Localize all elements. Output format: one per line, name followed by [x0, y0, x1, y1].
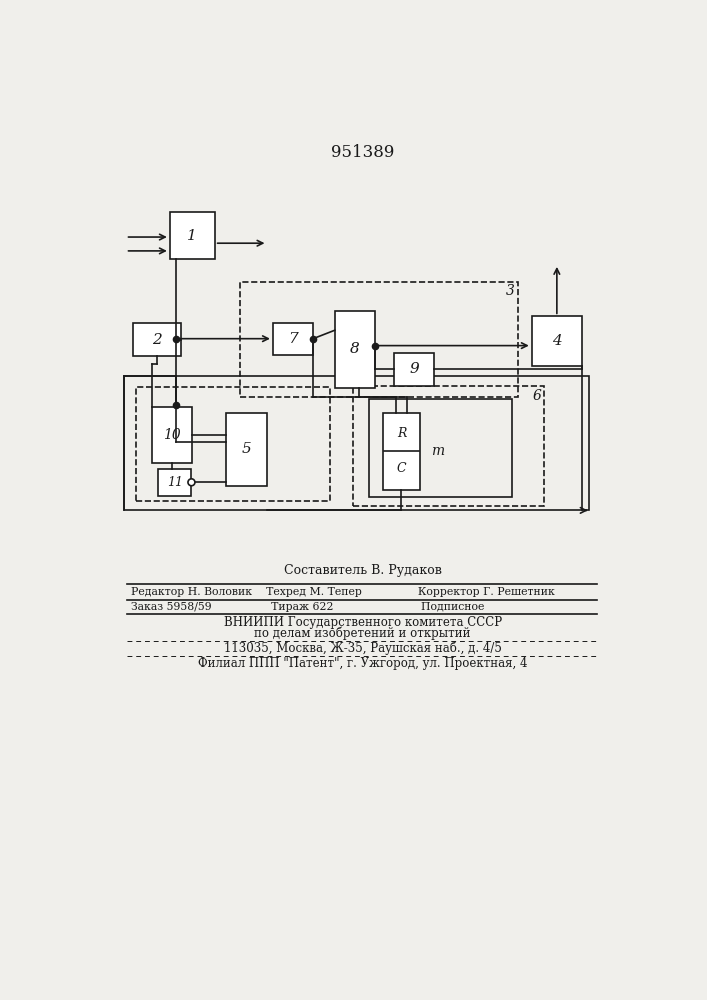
Text: C: C	[397, 462, 407, 475]
Text: 1: 1	[187, 229, 197, 242]
Bar	[335, 311, 375, 388]
Text: 113035, Москва, Ж-35, Раушская наб., д. 4/5: 113035, Москва, Ж-35, Раушская наб., д. …	[224, 641, 502, 655]
Bar	[132, 323, 180, 356]
Text: ВНИИПИ Государственного комитета СССР: ВНИИПИ Государственного комитета СССР	[223, 616, 502, 629]
Bar	[170, 212, 215, 259]
Bar	[354, 386, 544, 506]
Bar	[240, 282, 518, 397]
Bar	[136, 387, 330, 501]
Text: m: m	[431, 444, 444, 458]
Text: 3: 3	[506, 284, 515, 298]
Bar	[158, 469, 192, 496]
Text: 2: 2	[152, 333, 161, 347]
Text: по делам изобретений и открытий: по делам изобретений и открытий	[255, 626, 471, 640]
Text: R: R	[397, 427, 406, 440]
Text: Составитель В. Рудаков: Составитель В. Рудаков	[284, 564, 442, 577]
Text: Филиал ППП "Патент", г. Ужгород, ул. Проектная, 4: Филиал ППП "Патент", г. Ужгород, ул. Про…	[198, 657, 527, 670]
Circle shape	[188, 479, 195, 486]
Text: 9: 9	[409, 362, 419, 376]
Text: 951389: 951389	[331, 144, 395, 161]
Bar	[383, 413, 420, 490]
Bar	[273, 323, 313, 355]
Bar	[124, 376, 589, 510]
Text: Редактор Н. Воловик    Техред М. Тепер                Корректор Г. Решетник: Редактор Н. Воловик Техред М. Тепер Корр…	[131, 587, 555, 597]
Text: 6: 6	[532, 389, 541, 403]
Text: 4: 4	[552, 334, 562, 348]
Bar	[369, 399, 513, 497]
Bar	[532, 316, 582, 366]
Text: 7: 7	[288, 332, 298, 346]
Bar	[152, 407, 192, 463]
Bar	[226, 413, 267, 486]
Text: 5: 5	[242, 442, 252, 456]
Bar	[394, 353, 434, 386]
Text: 11: 11	[167, 476, 183, 489]
Text: 10: 10	[163, 428, 181, 442]
Text: 8: 8	[350, 342, 360, 356]
Text: Заказ 5958/59                 Тираж 622                         Подписное: Заказ 5958/59 Тираж 622 Подписное	[131, 602, 484, 612]
